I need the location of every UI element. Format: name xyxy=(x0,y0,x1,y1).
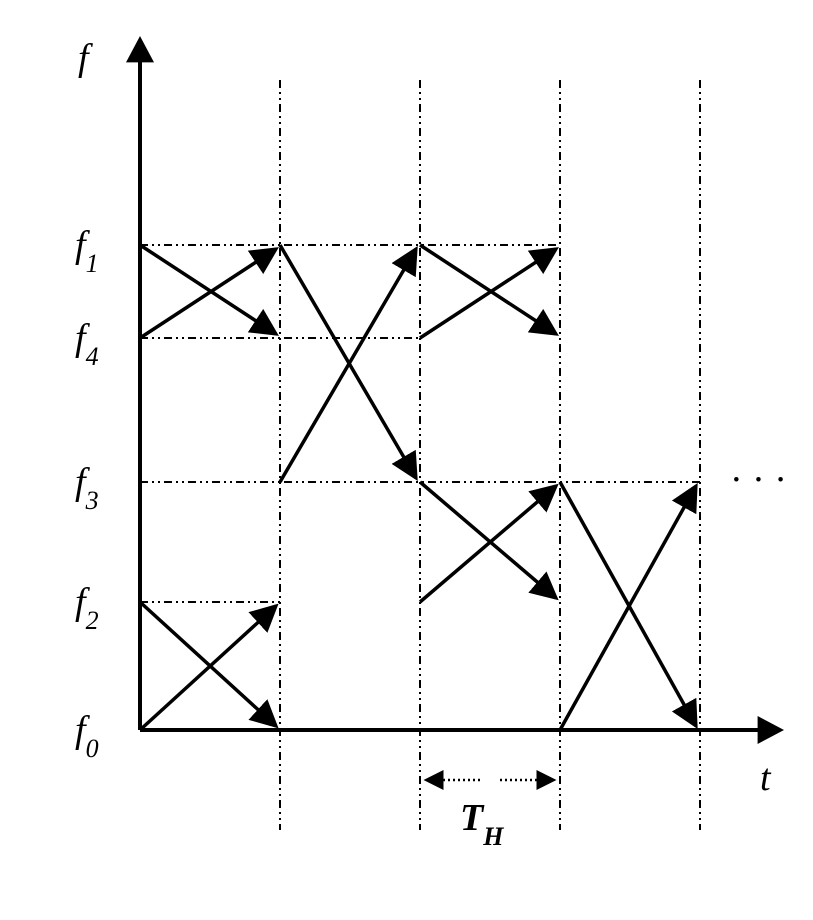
x-axis-label: t xyxy=(760,757,772,799)
chirp-arrow xyxy=(280,249,416,482)
diagram-svg: f t f0 f2 f3 f4 f1 TH · · · xyxy=(20,20,813,900)
chirp-arrow xyxy=(560,482,696,726)
chirp-arrow xyxy=(420,249,556,338)
freq-label-f4: f4 xyxy=(75,317,99,371)
chirp-arrow xyxy=(420,486,556,602)
chirp-arrow xyxy=(140,249,276,338)
y-axis-label: f xyxy=(78,37,93,79)
chirp-arrow xyxy=(560,486,696,730)
ellipsis-label: · · · xyxy=(730,459,787,501)
freq-label-f2: f2 xyxy=(75,581,99,635)
freq-label-f1: f1 xyxy=(75,224,99,278)
chirp-arrow xyxy=(420,482,556,598)
frequency-time-diagram: f t f0 f2 f3 f4 f1 TH · · · xyxy=(20,20,813,900)
freq-label-f3: f3 xyxy=(75,461,99,515)
x-axis-arrow xyxy=(758,716,784,744)
chirp-arrow xyxy=(280,245,416,478)
chirp-arrow xyxy=(140,245,276,334)
freq-label-f0: f0 xyxy=(75,709,99,763)
th-label: TH xyxy=(460,797,504,851)
y-axis-arrow xyxy=(126,36,154,62)
chirp-arrow xyxy=(140,602,276,726)
chirp-arrow xyxy=(420,245,556,334)
chirp-arrow xyxy=(140,606,276,730)
